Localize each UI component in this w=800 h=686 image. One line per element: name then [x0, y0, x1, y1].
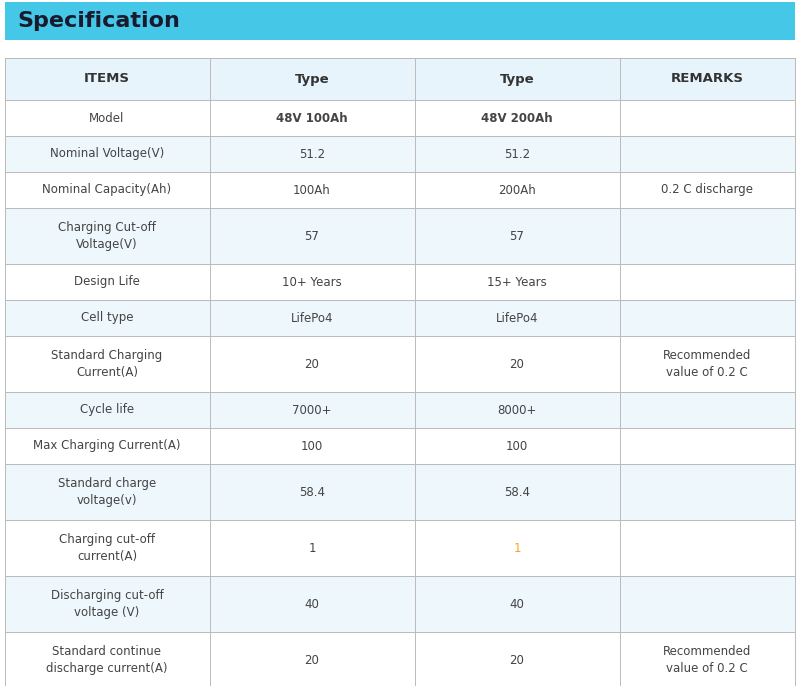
Bar [5, 264, 795, 300]
Bar [5, 300, 795, 336]
Text: 20: 20 [305, 357, 319, 370]
Text: 20: 20 [510, 357, 525, 370]
Text: 57: 57 [510, 230, 525, 242]
Text: Cycle life: Cycle life [80, 403, 134, 416]
Text: 100: 100 [506, 440, 528, 453]
Text: 20: 20 [305, 654, 319, 667]
Text: 100Ah: 100Ah [293, 183, 331, 196]
Text: 8000+: 8000+ [498, 403, 537, 416]
Text: 48V 100Ah: 48V 100Ah [276, 112, 348, 124]
Bar [5, 172, 795, 208]
Text: 40: 40 [510, 598, 525, 611]
Bar [5, 136, 795, 172]
Bar [5, 2, 795, 40]
Text: 1: 1 [514, 541, 521, 554]
Bar [5, 100, 795, 136]
Text: 0.2 C discharge: 0.2 C discharge [661, 183, 753, 196]
Text: Type: Type [294, 73, 330, 86]
Text: Model: Model [90, 112, 125, 124]
Text: 1: 1 [308, 541, 316, 554]
Bar [5, 576, 795, 632]
Text: Standard continue
discharge current(A): Standard continue discharge current(A) [46, 645, 168, 675]
Text: Design Life: Design Life [74, 276, 140, 289]
Bar [5, 464, 795, 520]
Text: 7000+: 7000+ [292, 403, 332, 416]
Text: 48V 200Ah: 48V 200Ah [481, 112, 553, 124]
Text: Standard Charging
Current(A): Standard Charging Current(A) [51, 349, 162, 379]
Text: Cell type: Cell type [81, 311, 134, 324]
Bar [5, 428, 795, 464]
Text: LifePo4: LifePo4 [290, 311, 334, 324]
Text: 100: 100 [301, 440, 323, 453]
Text: Charging Cut-off
Voltage(V): Charging Cut-off Voltage(V) [58, 221, 156, 251]
Text: Standard charge
voltage(v): Standard charge voltage(v) [58, 477, 156, 507]
Text: LifePo4: LifePo4 [496, 311, 538, 324]
Text: 57: 57 [305, 230, 319, 242]
Text: 20: 20 [510, 654, 525, 667]
Text: Recommended
value of 0.2 C: Recommended value of 0.2 C [663, 645, 751, 675]
Text: 200Ah: 200Ah [498, 183, 536, 196]
Text: Charging cut-off
current(A): Charging cut-off current(A) [59, 533, 155, 563]
Bar [5, 392, 795, 428]
Text: 58.4: 58.4 [504, 486, 530, 499]
Text: 58.4: 58.4 [299, 486, 325, 499]
Text: Type: Type [500, 73, 534, 86]
Bar [5, 58, 795, 100]
Text: Nominal Voltage(V): Nominal Voltage(V) [50, 147, 164, 161]
Text: Nominal Capacity(Ah): Nominal Capacity(Ah) [42, 183, 171, 196]
Text: Recommended
value of 0.2 C: Recommended value of 0.2 C [663, 349, 751, 379]
Text: Max Charging Current(A): Max Charging Current(A) [34, 440, 181, 453]
Bar [5, 520, 795, 576]
Text: ITEMS: ITEMS [84, 73, 130, 86]
Text: 40: 40 [305, 598, 319, 611]
Text: 51.2: 51.2 [504, 147, 530, 161]
Text: Specification: Specification [17, 11, 180, 31]
Bar [5, 336, 795, 392]
Text: 15+ Years: 15+ Years [487, 276, 547, 289]
Text: 51.2: 51.2 [299, 147, 325, 161]
Text: Discharging cut-off
voltage (V): Discharging cut-off voltage (V) [50, 589, 163, 619]
Text: REMARKS: REMARKS [670, 73, 743, 86]
Bar [5, 632, 795, 686]
Bar [5, 208, 795, 264]
Text: 10+ Years: 10+ Years [282, 276, 342, 289]
